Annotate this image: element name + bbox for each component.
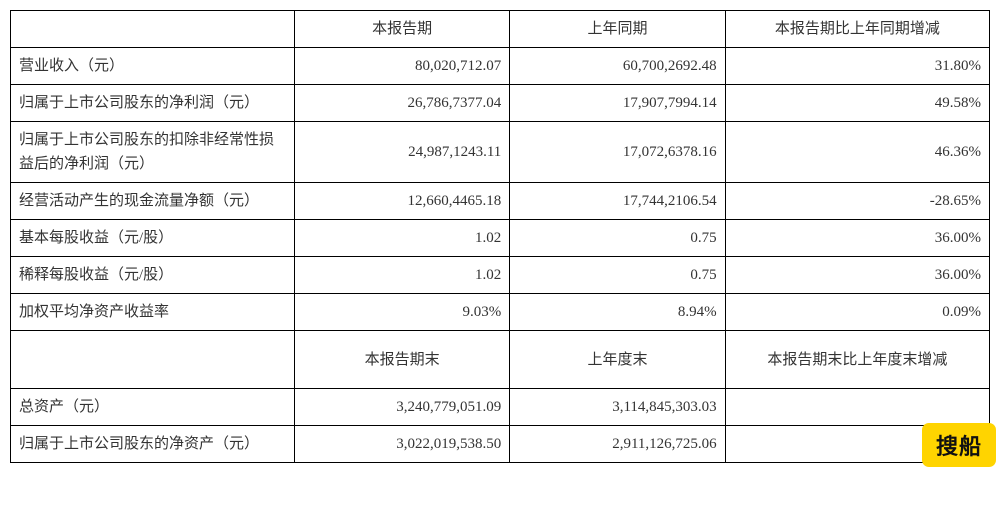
row-prior: 17,072,6378.16 <box>510 122 725 183</box>
header-prior: 上年同期 <box>510 11 725 48</box>
row-delta <box>725 389 989 426</box>
row-label: 经营活动产生的现金流量净额（元） <box>11 183 295 220</box>
midheader-blank <box>11 331 295 389</box>
row-label: 归属于上市公司股东的净资产（元） <box>11 426 295 463</box>
row-current: 12,660,4465.18 <box>294 183 509 220</box>
header-current: 本报告期 <box>294 11 509 48</box>
table-row: 加权平均净资产收益率 9.03% 8.94% 0.09% <box>11 294 990 331</box>
row-label: 总资产（元） <box>11 389 295 426</box>
table-row: 经营活动产生的现金流量净额（元） 12,660,4465.18 17,744,2… <box>11 183 990 220</box>
table-row: 基本每股收益（元/股） 1.02 0.75 36.00% <box>11 220 990 257</box>
row-prior: 3,114,845,303.03 <box>510 389 725 426</box>
table-row: 总资产（元） 3,240,779,051.09 3,114,845,303.03 <box>11 389 990 426</box>
table-header-row: 本报告期 上年同期 本报告期比上年同期增减 <box>11 11 990 48</box>
row-current: 9.03% <box>294 294 509 331</box>
table-row: 归属于上市公司股东的扣除非经常性损益后的净利润（元） 24,987,1243.1… <box>11 122 990 183</box>
source-badge: 搜船 <box>922 423 996 467</box>
row-current: 1.02 <box>294 220 509 257</box>
header-delta: 本报告期比上年同期增减 <box>725 11 989 48</box>
midheader-delta: 本报告期末比上年度末增减 <box>725 331 989 389</box>
row-label: 基本每股收益（元/股） <box>11 220 295 257</box>
row-label: 稀释每股收益（元/股） <box>11 257 295 294</box>
row-delta: 36.00% <box>725 220 989 257</box>
row-delta: 31.80% <box>725 48 989 85</box>
row-label: 营业收入（元） <box>11 48 295 85</box>
row-delta: 46.36% <box>725 122 989 183</box>
report-table-wrapper: 本报告期 上年同期 本报告期比上年同期增减 营业收入（元） 80,020,712… <box>10 10 990 463</box>
row-prior: 17,744,2106.54 <box>510 183 725 220</box>
table-row: 归属于上市公司股东的净利润（元） 26,786,7377.04 17,907,7… <box>11 85 990 122</box>
header-blank <box>11 11 295 48</box>
row-label: 归属于上市公司股东的净利润（元） <box>11 85 295 122</box>
row-prior: 2,911,126,725.06 <box>510 426 725 463</box>
row-prior: 0.75 <box>510 257 725 294</box>
row-prior: 0.75 <box>510 220 725 257</box>
table-row: 归属于上市公司股东的净资产（元） 3,022,019,538.50 2,911,… <box>11 426 990 463</box>
row-current: 3,240,779,051.09 <box>294 389 509 426</box>
row-delta: 49.58% <box>725 85 989 122</box>
table-midheader-row: 本报告期末 上年度末 本报告期末比上年度末增减 <box>11 331 990 389</box>
row-delta: 36.00% <box>725 257 989 294</box>
row-delta: 0.09% <box>725 294 989 331</box>
row-current: 80,020,712.07 <box>294 48 509 85</box>
row-prior: 8.94% <box>510 294 725 331</box>
source-badge-text: 搜船 <box>936 429 982 461</box>
row-current: 3,022,019,538.50 <box>294 426 509 463</box>
midheader-current: 本报告期末 <box>294 331 509 389</box>
row-prior: 17,907,7994.14 <box>510 85 725 122</box>
table-row: 营业收入（元） 80,020,712.07 60,700,2692.48 31.… <box>11 48 990 85</box>
row-label: 加权平均净资产收益率 <box>11 294 295 331</box>
row-prior: 60,700,2692.48 <box>510 48 725 85</box>
row-current: 26,786,7377.04 <box>294 85 509 122</box>
row-current: 24,987,1243.11 <box>294 122 509 183</box>
midheader-prior: 上年度末 <box>510 331 725 389</box>
financial-table: 本报告期 上年同期 本报告期比上年同期增减 营业收入（元） 80,020,712… <box>10 10 990 463</box>
row-label: 归属于上市公司股东的扣除非经常性损益后的净利润（元） <box>11 122 295 183</box>
row-current: 1.02 <box>294 257 509 294</box>
table-row: 稀释每股收益（元/股） 1.02 0.75 36.00% <box>11 257 990 294</box>
row-delta: -28.65% <box>725 183 989 220</box>
